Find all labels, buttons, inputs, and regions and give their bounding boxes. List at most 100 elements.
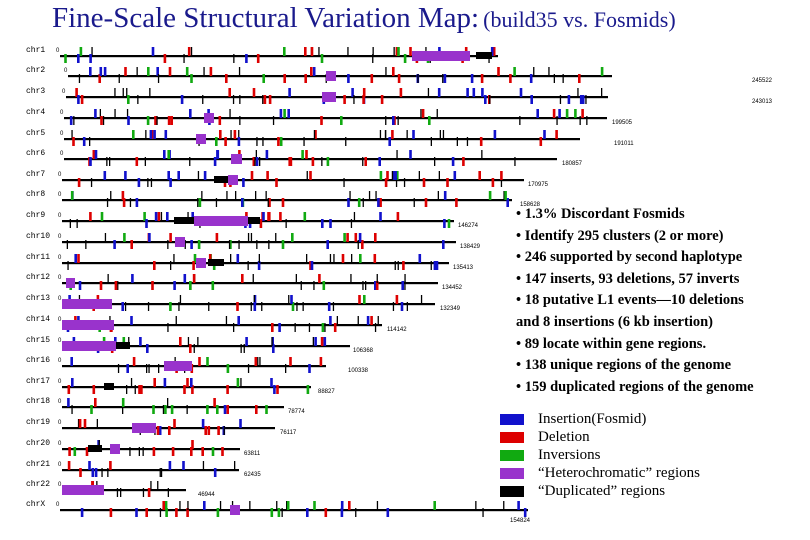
end-coordinate: 62435 xyxy=(244,472,261,478)
variant-duplicated xyxy=(193,344,195,353)
variant-inversion xyxy=(100,212,104,221)
variant-insertion xyxy=(484,95,487,104)
variant-deletion xyxy=(324,508,328,517)
variant-duplicated xyxy=(114,109,116,118)
variant-deletion xyxy=(304,47,307,56)
variant-insertion xyxy=(201,419,205,428)
start-coordinate: 0 xyxy=(58,358,62,364)
variant-inversion xyxy=(152,405,155,414)
variant-duplicated xyxy=(233,54,235,63)
heterochromatic-region xyxy=(132,423,156,433)
variant-inversion xyxy=(265,405,268,414)
variant-deletion xyxy=(221,447,224,456)
variant-duplicated xyxy=(197,337,199,346)
variant-deletion xyxy=(89,212,92,221)
fact-line: • 89 locate within gene regions. xyxy=(516,335,707,352)
variant-insertion xyxy=(173,281,176,290)
variant-insertion xyxy=(183,274,187,283)
variant-duplicated xyxy=(235,191,237,200)
variant-duplicated xyxy=(257,357,259,366)
variant-deletion xyxy=(241,274,244,283)
variant-duplicated xyxy=(137,95,139,104)
variant-insertion xyxy=(519,88,523,97)
variant-duplicated xyxy=(197,171,200,180)
variant-inversion xyxy=(122,337,126,346)
chromosome-label: chr12 xyxy=(26,273,50,282)
variant-duplicated xyxy=(385,67,387,76)
variant-deletion xyxy=(462,157,465,166)
variant-duplicated xyxy=(329,254,332,263)
start-coordinate: 0 xyxy=(58,338,62,344)
variant-duplicated xyxy=(157,481,159,490)
variant-deletion xyxy=(318,274,321,283)
variant-inversion xyxy=(193,254,197,263)
variant-insertion xyxy=(70,357,73,366)
chromosome-line xyxy=(62,262,449,265)
fact-line: • 147 inserts, 93 deletions, 57 inverts xyxy=(516,270,740,287)
variant-inversion xyxy=(216,508,220,517)
variant-insertion xyxy=(443,74,447,83)
variant-duplicated xyxy=(183,54,185,63)
chromosome-line xyxy=(62,448,240,451)
variant-duplicated xyxy=(126,88,128,97)
variant-deletion xyxy=(555,130,558,139)
variant-duplicated xyxy=(117,281,119,290)
variant-insertion xyxy=(288,88,291,97)
variant-duplicated xyxy=(332,302,335,311)
end-coordinate: 63811 xyxy=(244,451,261,457)
variant-insertion xyxy=(131,274,134,283)
fact-line: • 246 supported by second haplotype xyxy=(516,249,743,266)
end-coordinate: 180857 xyxy=(562,161,583,167)
variant-deletion xyxy=(478,171,481,180)
start-coordinate: 0 xyxy=(62,89,66,95)
variant-duplicated xyxy=(306,171,308,180)
variant-duplicated xyxy=(456,137,458,146)
variant-deletion xyxy=(395,295,399,304)
variant-duplicated xyxy=(255,191,257,200)
variant-deletion xyxy=(252,157,256,166)
variant-duplicated xyxy=(379,130,382,139)
variant-deletion xyxy=(226,405,229,414)
chromosome-line xyxy=(62,282,438,285)
chromosome-line xyxy=(66,96,608,99)
variant-insertion xyxy=(312,67,316,76)
variant-insertion xyxy=(88,461,91,470)
chromosome-label: chr22 xyxy=(26,480,50,489)
variant-duplicated xyxy=(434,157,436,166)
variant-deletion xyxy=(183,385,186,394)
chromosome-line xyxy=(62,324,382,327)
variant-insertion xyxy=(442,240,445,249)
variant-insertion xyxy=(433,261,437,270)
variant-insertion xyxy=(103,67,107,76)
variant-inversion xyxy=(286,501,290,510)
variant-duplicated xyxy=(288,295,290,304)
variant-duplicated xyxy=(239,95,241,104)
variant-duplicated xyxy=(234,461,236,470)
end-coordinate: 154824 xyxy=(510,518,531,524)
variant-insertion xyxy=(80,508,84,517)
variant-inversion xyxy=(90,405,93,414)
variant-duplicated xyxy=(324,323,326,332)
variant-duplicated xyxy=(250,233,253,242)
variant-duplicated xyxy=(184,240,186,249)
variant-deletion xyxy=(78,419,82,428)
variant-deletion xyxy=(263,95,267,104)
variant-duplicated xyxy=(395,178,398,187)
variant-duplicated xyxy=(203,67,205,76)
variant-duplicated xyxy=(254,157,256,166)
variant-insertion xyxy=(581,95,585,104)
chromosome-label: chr5 xyxy=(26,129,45,138)
variant-deletion xyxy=(343,95,346,104)
variant-duplicated xyxy=(129,447,131,456)
variant-deletion xyxy=(311,157,315,166)
variant-duplicated xyxy=(417,74,419,83)
variant-duplicated xyxy=(160,212,163,221)
duplicated-region xyxy=(88,445,102,452)
variant-inversion xyxy=(169,302,172,311)
variant-insertion xyxy=(329,219,332,228)
variant-deletion xyxy=(500,171,503,180)
variant-duplicated xyxy=(197,198,199,207)
variant-deletion xyxy=(228,88,231,97)
variant-insertion xyxy=(241,198,244,207)
variant-insertion xyxy=(113,240,116,249)
